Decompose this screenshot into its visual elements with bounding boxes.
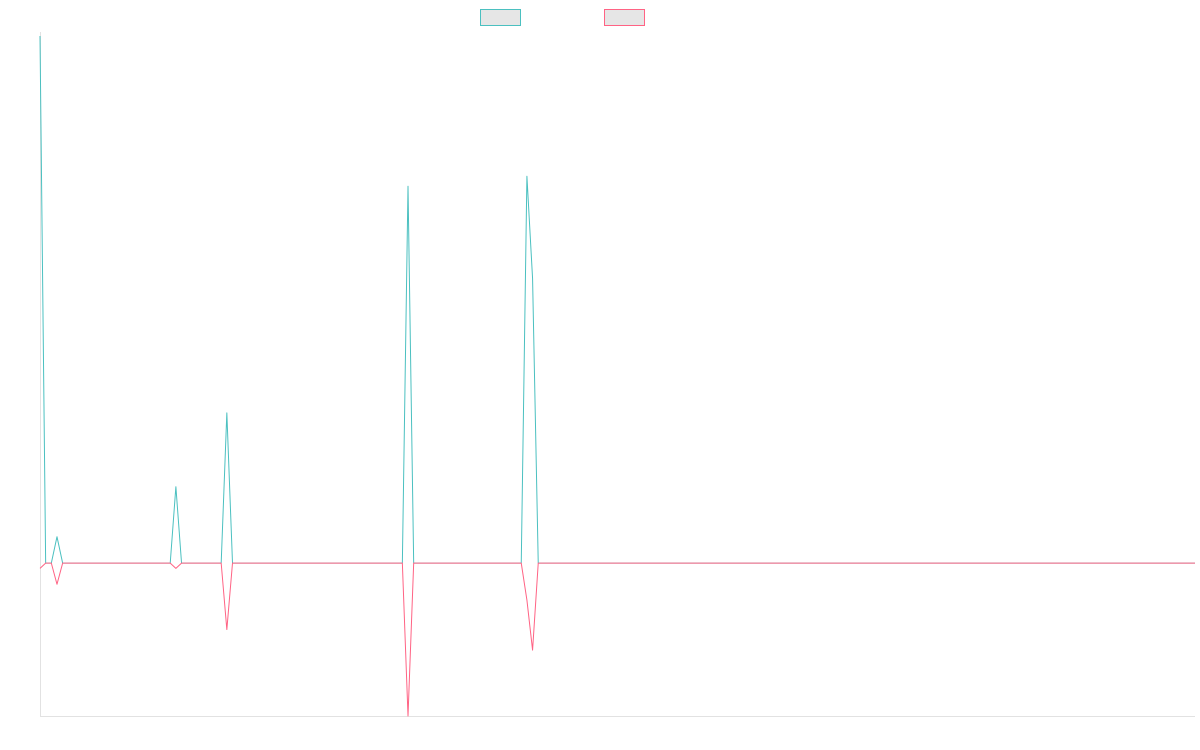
legend-swatch-1 bbox=[480, 9, 521, 26]
series-line-1 bbox=[39, 35, 1195, 564]
legend bbox=[480, 9, 645, 26]
legend-swatch-2 bbox=[604, 9, 645, 26]
series-line-2 bbox=[39, 562, 1195, 717]
series-layer bbox=[39, 35, 1195, 717]
axes bbox=[40, 32, 1195, 717]
